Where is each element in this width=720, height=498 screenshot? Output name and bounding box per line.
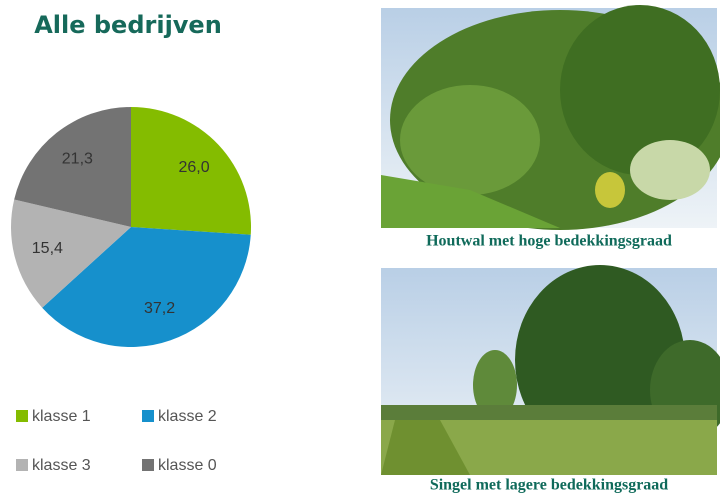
chart-title: Alle bedrijven bbox=[34, 11, 222, 39]
legend-swatch bbox=[142, 459, 154, 471]
legend-label: klasse 3 bbox=[32, 457, 91, 474]
photo-caption: Singel met lagere bedekkingsgraad bbox=[430, 477, 668, 494]
data-label: 37,2 bbox=[144, 300, 175, 317]
legend-label: klasse 0 bbox=[158, 457, 217, 474]
photo-caption: Houtwal met hoge bedekkingsgraad bbox=[426, 233, 672, 250]
legend-label: klasse 2 bbox=[158, 408, 217, 425]
data-label: 21,3 bbox=[62, 150, 93, 167]
pie-slice bbox=[14, 107, 131, 227]
legend-label: klasse 1 bbox=[32, 408, 91, 425]
legend-swatch bbox=[16, 410, 28, 422]
data-label: 26,0 bbox=[178, 159, 209, 176]
data-label: 15,4 bbox=[32, 240, 63, 257]
photo bbox=[381, 265, 720, 475]
photo bbox=[381, 5, 720, 230]
legend-swatch bbox=[142, 410, 154, 422]
pie-slice bbox=[42, 227, 251, 348]
legend-swatch bbox=[16, 459, 28, 471]
pie-slice bbox=[11, 199, 131, 308]
pie-slice bbox=[131, 107, 251, 235]
